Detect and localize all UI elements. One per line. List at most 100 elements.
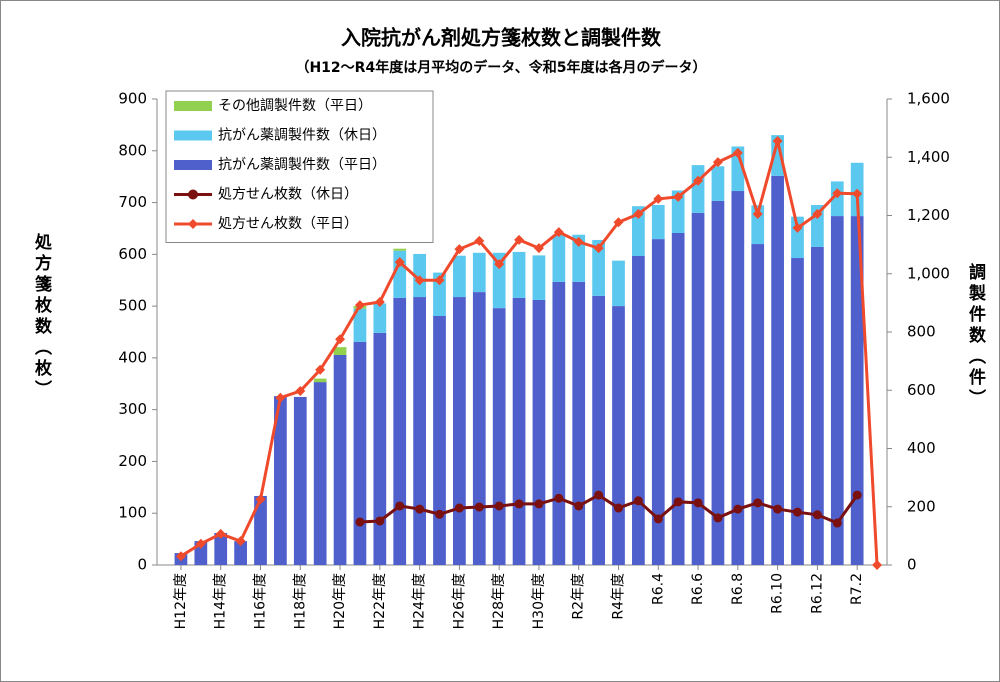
legend-label: その他調製件数（平日） [218,98,372,114]
line-marker [753,498,763,508]
bar [254,495,267,565]
line-marker [454,503,464,513]
line-marker [752,208,763,219]
x-tick-label: H24年度 [412,573,428,629]
bar [333,347,347,356]
y2-tick-label: 800 [907,323,936,341]
bar [472,252,486,293]
line-marker [175,551,186,562]
line-marker [593,243,604,254]
chart-subtitle: （H12～R4年度は月平均のデータ、令和5年度は各月のデータ） [295,59,706,76]
bar [512,297,526,565]
y2-axis-title: 調製件数（件） [965,263,985,410]
bar [552,234,566,282]
line-marker [852,188,863,199]
line-marker [792,222,803,233]
line-marker [574,501,584,511]
line-marker [415,504,425,514]
line-marker [812,510,822,520]
line-marker [713,513,723,523]
bar [771,175,784,565]
bar [492,308,506,565]
x-tick-label: R6.8 [730,573,746,605]
bar [353,341,367,565]
bar [472,292,486,565]
line-marker [872,560,883,570]
bar [552,281,566,565]
bar [592,295,605,565]
x-tick-label: R6.4 [650,573,666,605]
bar [632,255,645,565]
y-tick-label: 400 [118,348,147,366]
y-tick-label: 100 [118,504,147,522]
line-marker [673,497,683,507]
x-tick-label: H30年度 [531,573,547,629]
bar [373,332,387,565]
x-tick-label: H20年度 [332,573,348,629]
bar [532,255,546,300]
y2-tick-label: 600 [907,381,936,399]
bar [612,306,625,565]
bar [453,297,466,565]
bar [353,308,367,342]
line-marker [773,504,783,514]
line-marker [434,275,445,286]
y2-tick-label: 200 [907,497,936,515]
legend: その他調製件数（平日） 抗がん薬調製件数（休日） 抗がん薬調製件数（平日） 処方せん枚… [165,90,434,243]
y-tick-label: 0 [137,556,147,574]
line-marker [732,147,743,158]
bar [731,191,745,565]
bar [313,382,327,565]
line-marker [275,392,286,403]
x-tick-label: H14年度 [213,573,229,629]
bar [532,299,546,565]
line-marker [395,501,405,511]
line-marker [375,516,385,526]
bar [612,260,625,307]
y-tick-label: 500 [118,297,147,315]
line-marker [832,518,842,528]
line-marker [235,536,246,547]
line-marker [793,507,802,517]
line-marker [673,191,684,202]
line-marker [494,501,504,511]
legend-label: 抗がん薬調製件数（平日） [218,157,386,173]
bar [651,239,665,565]
y-tick-label: 700 [118,193,147,211]
y2-tick-label: 1,400 [907,148,950,166]
y-tick-label: 900 [118,90,147,108]
line-marker [474,235,485,246]
bar [731,146,745,192]
bar [572,234,586,282]
line-marker [295,386,306,397]
line-marker [215,528,226,539]
bar [830,216,844,565]
legend-marker [188,189,198,200]
bar [791,258,804,565]
line-marker [653,514,663,524]
bar [691,212,705,565]
x-tick-label: H22年度 [372,573,388,629]
line-marker [712,157,723,168]
bar [433,272,446,316]
legend-label: 処方せん枚数（休日） [218,187,358,203]
x-tick-label: H28年度 [491,573,507,629]
y-tick-label: 800 [118,141,147,159]
y-tick-label: 300 [118,400,147,418]
x-tick-label: R6.12 [809,573,825,614]
line-marker [693,175,704,186]
line-marker [354,300,365,311]
legend-label: 処方せん枚数（平日） [218,216,358,232]
bar [711,200,725,565]
bar [671,232,685,565]
x-tick-label: R7.2 [849,573,865,605]
y2-tick-label: 400 [907,439,936,457]
legend-swatch [174,160,212,170]
line-marker [374,296,385,307]
line-marker [534,499,544,509]
line-marker [474,502,484,512]
bar [850,216,864,565]
y2-tick-label: 1,600 [907,90,950,108]
line-marker [653,193,664,204]
